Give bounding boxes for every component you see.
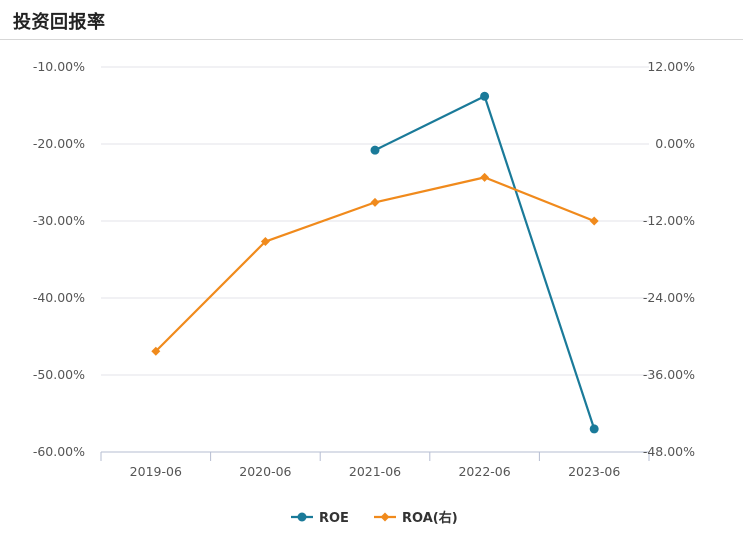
x-tick-label: 2020-06 (239, 464, 291, 479)
x-axis-tick-labels: 2019-06 2020-06 2021-06 2022-06 2023-06 (130, 464, 621, 479)
roe-data-point[interactable] (370, 145, 380, 155)
right-y-tick-label: -36.00% (643, 367, 695, 382)
left-y-tick-label: -30.00% (33, 213, 85, 228)
legend-label: ROE (319, 511, 349, 526)
roa-data-point[interactable] (370, 197, 380, 207)
roe-data-point[interactable] (589, 424, 599, 434)
left-y-tick-label: -20.00% (33, 136, 85, 151)
legend-marker-circle (297, 512, 307, 522)
chart-title: 投资回报率 (13, 12, 106, 33)
x-tick-label: 2021-06 (349, 464, 401, 479)
legend: ROE ROA(右) (291, 510, 458, 526)
roa-data-point[interactable] (480, 172, 490, 182)
legend-item-roe[interactable]: ROE (291, 511, 349, 526)
right-y-tick-label: -48.00% (643, 444, 695, 459)
right-y-tick-label: 12.00% (647, 59, 695, 74)
roe-data-point[interactable] (480, 91, 490, 101)
left-y-axis: -10.00% -20.00% -30.00% -40.00% -50.00% -60.0… (33, 59, 85, 459)
roa-data-point[interactable] (589, 216, 599, 226)
series-layer (151, 91, 599, 434)
right-y-tick-label: -24.00% (643, 290, 695, 305)
left-y-tick-label: -50.00% (33, 367, 85, 382)
left-y-tick-label: -60.00% (33, 444, 85, 459)
x-tick-label: 2022-06 (458, 464, 510, 479)
legend-label: ROA(右) (402, 510, 458, 526)
chart-header: 投资回报率 (0, 0, 743, 40)
roa-data-point[interactable] (260, 237, 270, 247)
right-y-tick-label: 0.00% (655, 136, 695, 151)
left-y-tick-label: -10.00% (33, 59, 85, 74)
x-axis (100, 451, 650, 461)
roe-series-line (374, 95, 596, 430)
left-y-tick-label: -40.00% (33, 290, 85, 305)
x-tick-label: 2023-06 (568, 464, 620, 479)
grid-lines (101, 66, 649, 376)
right-y-axis: 12.00% 0.00% -12.00% -24.00% -36.00% -48.00% (643, 59, 695, 459)
roa-data-point[interactable] (151, 346, 161, 356)
x-tick-label: 2019-06 (130, 464, 182, 479)
legend-item-roa[interactable]: ROA(右) (374, 510, 458, 526)
legend-marker-diamond (380, 512, 390, 522)
right-y-tick-label: -12.00% (643, 213, 695, 228)
